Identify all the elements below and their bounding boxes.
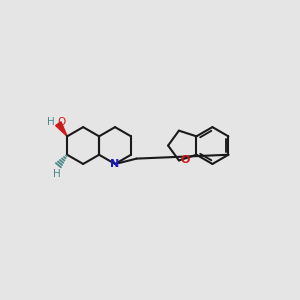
Text: O: O <box>58 117 66 127</box>
Text: N: N <box>110 159 120 169</box>
Text: H: H <box>47 118 54 128</box>
Text: O: O <box>181 154 190 165</box>
Text: H: H <box>52 169 60 179</box>
Polygon shape <box>56 122 67 136</box>
